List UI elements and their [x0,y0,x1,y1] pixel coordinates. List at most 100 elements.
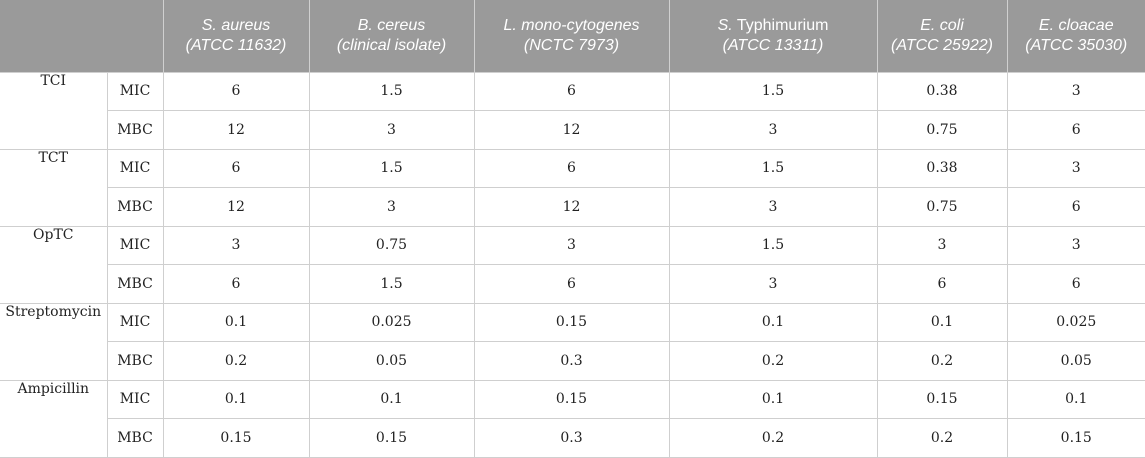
table-row: MBC 0.15 0.15 0.3 0.2 0.2 0.15 [0,418,1145,458]
value-cell: 0.1 [162,302,310,342]
value-cell: 6 [1006,110,1145,150]
strain-id: (ATCC 35030) [1025,36,1128,54]
header-col-b-cereus: B. cereus (clinical isolate) [308,0,474,72]
value-cell: 12 [473,187,670,227]
value-cell: 0.2 [668,418,878,458]
compound-name: OpTC [0,225,108,304]
value-cell: 0.1 [308,379,475,419]
table-row: Ampicillin MIC 0.1 0.1 0.15 0.1 0.15 0.1 [0,379,1145,458]
header-row: S. aureus (ATCC 11632) B. cereus (clinical… [0,0,1145,72]
value-cell: 0.1 [876,302,1008,342]
table-row: Streptomycin MIC 0.1 0.025 0.15 0.1 0.1 0.025 [0,302,1145,381]
value-cell: 3 [308,187,475,227]
strain-id: (clinical isolate) [336,36,447,54]
strain-id: (ATCC 13311) [722,36,824,54]
value-cell: 3 [473,225,670,265]
value-cell: 0.05 [308,341,475,381]
table-row: TCT MIC 6 1.5 6 1.5 0.38 3 [0,148,1145,227]
value-cell: 1.5 [668,148,878,188]
value-cell: 0.75 [308,225,475,265]
measure-label: MIC [106,225,164,265]
value-cell: 1.5 [668,225,878,265]
value-cell: 0.1 [162,379,310,419]
header-corner [0,0,163,72]
value-cell: 6 [162,71,310,111]
measure-label: MIC [106,148,164,188]
header-col-l-monocytogenes: L. mono-cytogenes (NCTC 7973) [473,0,669,72]
value-cell: 6 [473,71,670,111]
value-cell: 1.5 [668,71,878,111]
value-cell: 3 [308,110,475,150]
value-cell: 0.05 [1006,341,1145,381]
value-cell: 0.15 [162,418,310,458]
measure-label: MBC [106,264,164,304]
value-cell: 3 [668,110,878,150]
value-cell: 0.025 [308,302,475,342]
measure-label: MIC [106,379,164,419]
value-cell: 3 [668,187,878,227]
table-row: MBC 6 1.5 6 3 6 6 [0,264,1145,304]
value-cell: 0.3 [473,341,670,381]
table-row: OpTC MIC 3 0.75 3 1.5 3 3 [0,225,1145,304]
strain-id: (ATCC 25922) [891,36,993,54]
value-cell: 1.5 [308,264,475,304]
value-cell: 0.15 [473,379,670,419]
value-cell: 0.3 [473,418,670,458]
species-name: B. cereus [357,16,426,34]
value-cell: 6 [473,264,670,304]
value-cell: 0.15 [308,418,475,458]
header-col-s-aureus: S. aureus (ATCC 11632) [162,0,309,72]
species-genus: S. [717,16,733,34]
species-name: S. aureus [201,16,271,34]
value-cell: 0.75 [876,110,1008,150]
value-cell: 6 [1006,187,1145,227]
value-cell: 0.38 [876,148,1008,188]
value-cell: 0.38 [876,71,1008,111]
value-cell: 12 [162,110,310,150]
value-cell: 12 [162,187,310,227]
strain-id: (ATCC 11632) [185,36,287,54]
value-cell: 0.2 [162,341,310,381]
value-cell: 0.2 [876,341,1008,381]
measure-label: MBC [106,110,164,150]
value-cell: 0.1 [668,302,878,342]
value-cell: 0.025 [1006,302,1145,342]
value-cell: 0.2 [876,418,1008,458]
species-name: E. coli [920,16,964,34]
table-row: MBC 12 3 12 3 0.75 6 [0,187,1145,227]
value-cell: 6 [162,264,310,304]
header-col-e-coli: E. coli (ATCC 25922) [876,0,1007,72]
table-row: TCI MIC 6 1.5 6 1.5 0.38 3 [0,71,1145,150]
header-col-e-cloacae: E. cloacae (ATCC 35030) [1006,0,1145,72]
value-cell: 3 [668,264,878,304]
value-cell: 3 [1006,71,1145,111]
species-name: L. mono-cytogenes [503,16,640,34]
value-cell: 1.5 [308,148,475,188]
value-cell: 0.15 [473,302,670,342]
value-cell: 3 [1006,148,1145,188]
value-cell: 0.1 [668,379,878,419]
species-name: E. cloacae [1038,16,1114,34]
value-cell: 6 [1006,264,1145,304]
value-cell: 0.2 [668,341,878,381]
measure-label: MBC [106,187,164,227]
compound-name: Streptomycin [0,302,108,381]
strain-id: (NCTC 7973) [523,36,620,54]
measure-label: MIC [106,71,164,111]
value-cell: 12 [473,110,670,150]
measure-label: MIC [106,302,164,342]
header-col-s-typhimurium: S. Typhimurium (ATCC 13311) [668,0,877,72]
value-cell: 3 [162,225,310,265]
table-row: MBC 0.2 0.05 0.3 0.2 0.2 0.05 [0,341,1145,381]
value-cell: 6 [473,148,670,188]
species-serovar: Typhimurium [732,16,829,34]
measure-label: MBC [106,418,164,458]
measure-label: MBC [106,341,164,381]
table-row: MBC 12 3 12 3 0.75 6 [0,110,1145,150]
compound-name: TCI [0,71,108,150]
value-cell: 0.1 [1006,379,1145,419]
table-body: TCI MIC 6 1.5 6 1.5 0.38 3 MBC 12 3 12 3 0.75 6 TCT MIC 6… [0,71,1145,458]
value-cell: 0.75 [876,187,1008,227]
species-name: S. Typhimurium [718,17,829,34]
